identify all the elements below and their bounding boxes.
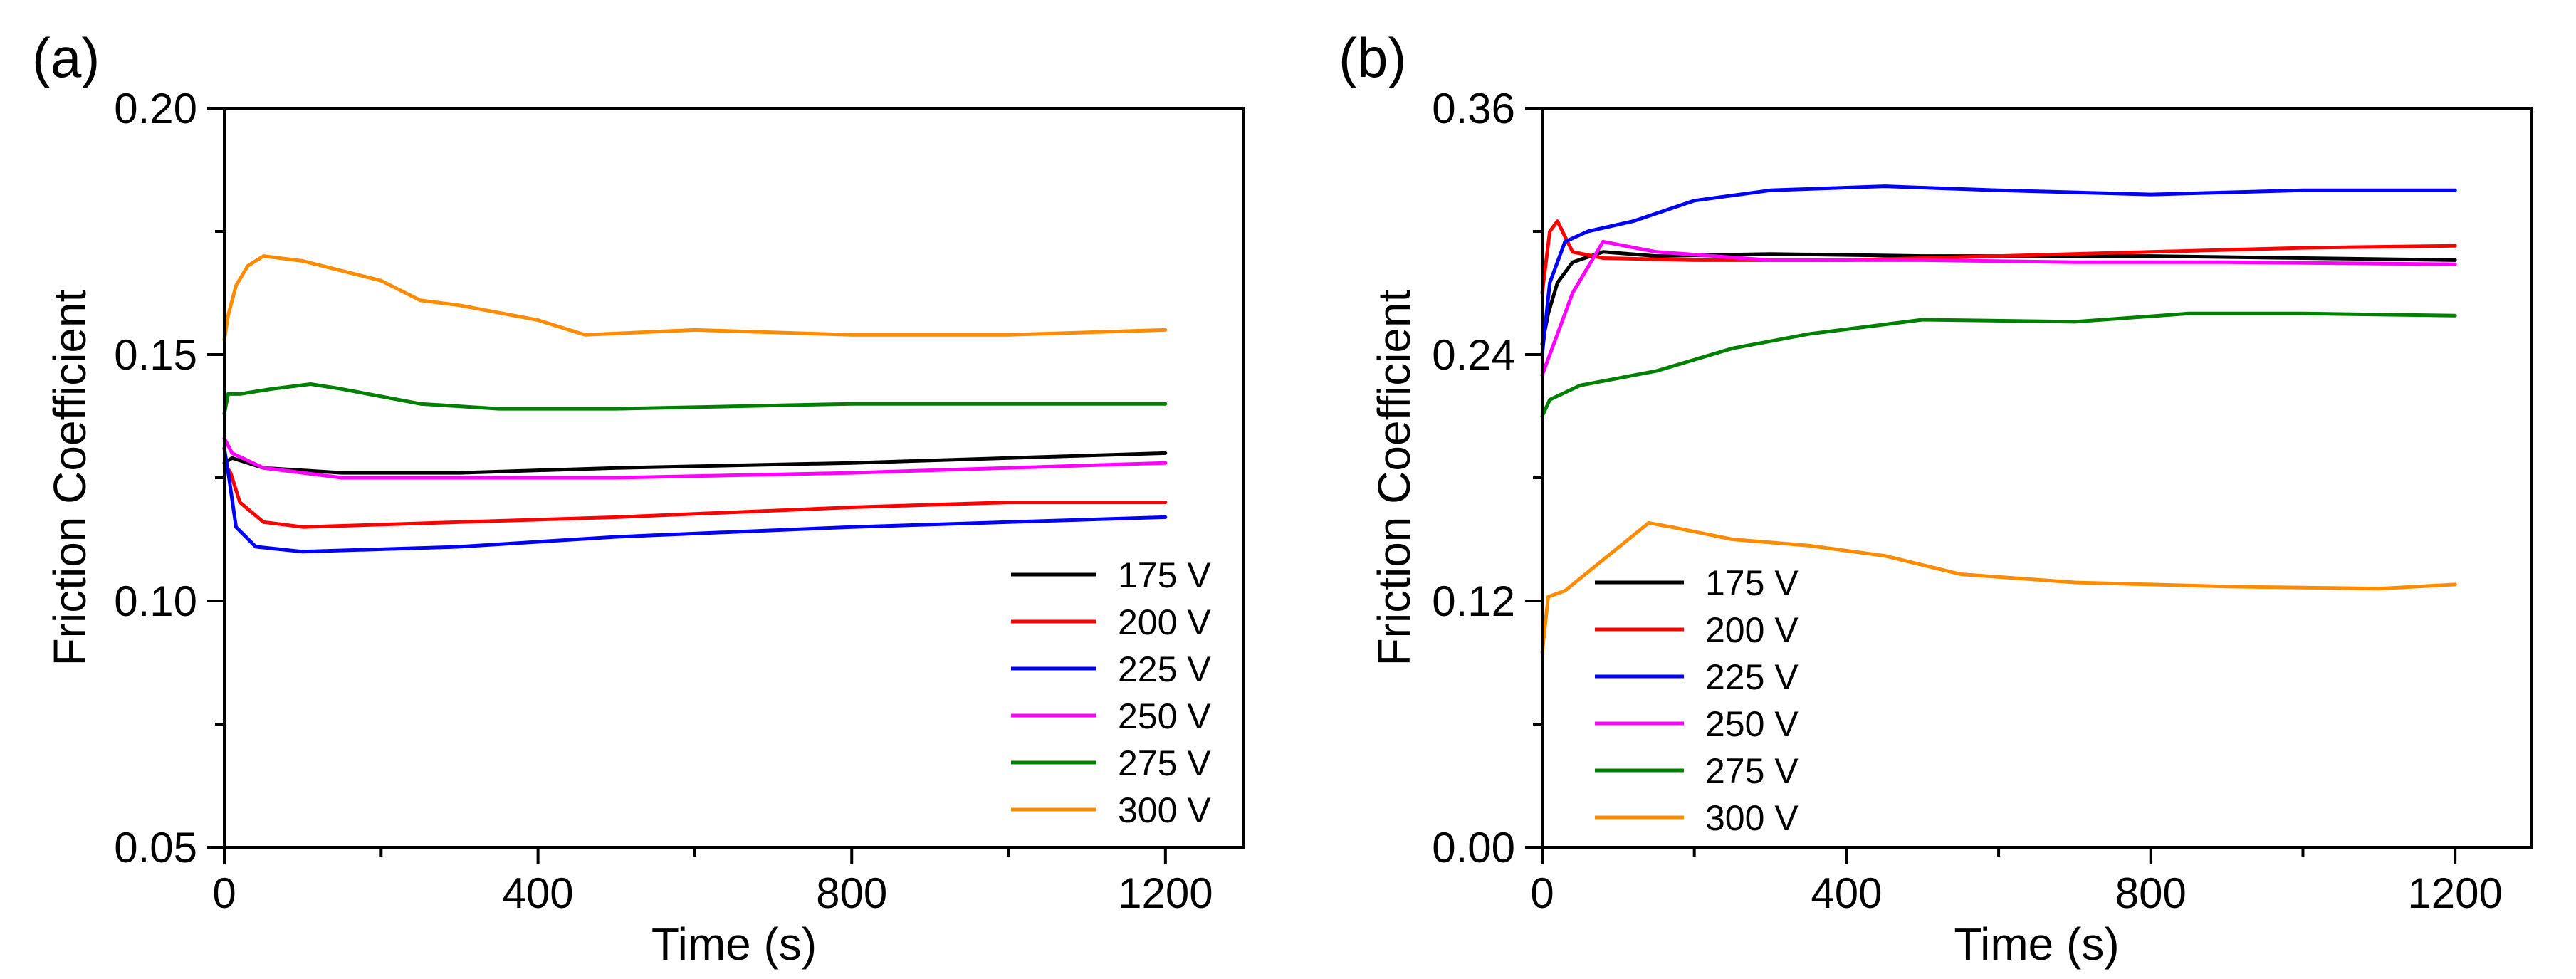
panel-label: (a) xyxy=(32,26,100,89)
series-line-275v xyxy=(222,382,1168,416)
y-tick-label: 0.00 xyxy=(1432,824,1515,871)
y-tick-label: 0.15 xyxy=(114,331,197,379)
x-axis-title: Time (s) xyxy=(1954,918,2119,970)
series-line-300v xyxy=(1540,520,2457,654)
x-tick-label: 400 xyxy=(503,869,574,917)
legend-label: 200 V xyxy=(1118,602,1211,642)
y-axis-title: Friction Coefficient xyxy=(1368,289,1420,666)
x-tick-label: 1200 xyxy=(2407,869,2502,917)
y-tick-label: 0.36 xyxy=(1432,85,1515,132)
legend-label: 225 V xyxy=(1118,649,1211,689)
x-tick-label: 800 xyxy=(816,869,887,917)
panel-label: (b) xyxy=(1339,26,1406,89)
legend: 175 V 200 V 225 V 250 V 275 V 300 V xyxy=(1011,555,1211,830)
y-tick-label: 0.05 xyxy=(114,824,197,871)
legend: 175 V 200 V 225 V 250 V 275 V 300 V xyxy=(1595,563,1799,838)
x-tick-label: 800 xyxy=(2115,869,2187,917)
x-tick-label: 0 xyxy=(212,869,236,917)
legend-label: 175 V xyxy=(1705,563,1799,603)
x-axis-title: Time (s) xyxy=(651,918,817,970)
y-tick-label: 0.24 xyxy=(1432,331,1515,379)
series-line-225v xyxy=(1540,184,2457,357)
series-line-250v xyxy=(1540,239,2457,377)
y-tick-label: 0.20 xyxy=(114,85,197,132)
series-line-275v xyxy=(1540,311,2457,418)
y-axis-title: Friction Coefficient xyxy=(44,289,95,666)
series-line-300v xyxy=(222,254,1168,342)
x-tick-label: 0 xyxy=(1530,869,1554,917)
series-line-200v xyxy=(1540,219,2457,295)
series-line-175v xyxy=(222,451,1168,475)
legend-label: 275 V xyxy=(1118,743,1211,783)
legend-label: 225 V xyxy=(1705,657,1799,697)
legend-label: 200 V xyxy=(1705,610,1799,650)
panel-b: (b) 0 400 800 1200 0.00 0.12 0.24 0.36 Time (s) Fr… xyxy=(1339,26,2533,970)
legend-label: 300 V xyxy=(1118,790,1211,830)
series-line-225v xyxy=(222,446,1168,554)
series-line-200v xyxy=(222,461,1168,529)
legend-label: 275 V xyxy=(1705,751,1799,791)
legend-label: 300 V xyxy=(1705,798,1799,838)
x-tick-label: 1200 xyxy=(1118,869,1213,917)
x-tick-label: 400 xyxy=(1811,869,1882,917)
series-group xyxy=(222,254,1168,554)
panel-a: (a) 0 400 800 1200 0.05 0.10 0.15 0.20 Time (s) Fr… xyxy=(32,26,1245,970)
series-line-175v xyxy=(1540,250,2457,347)
plot-frame xyxy=(1541,107,2533,849)
series-line-250v xyxy=(222,436,1168,480)
y-tick-label: 0.10 xyxy=(114,577,197,625)
legend-label: 175 V xyxy=(1118,555,1211,595)
y-tick-label: 0.12 xyxy=(1432,577,1515,625)
series-group xyxy=(1540,184,2457,654)
legend-label: 250 V xyxy=(1705,704,1799,744)
legend-label: 250 V xyxy=(1118,696,1211,736)
